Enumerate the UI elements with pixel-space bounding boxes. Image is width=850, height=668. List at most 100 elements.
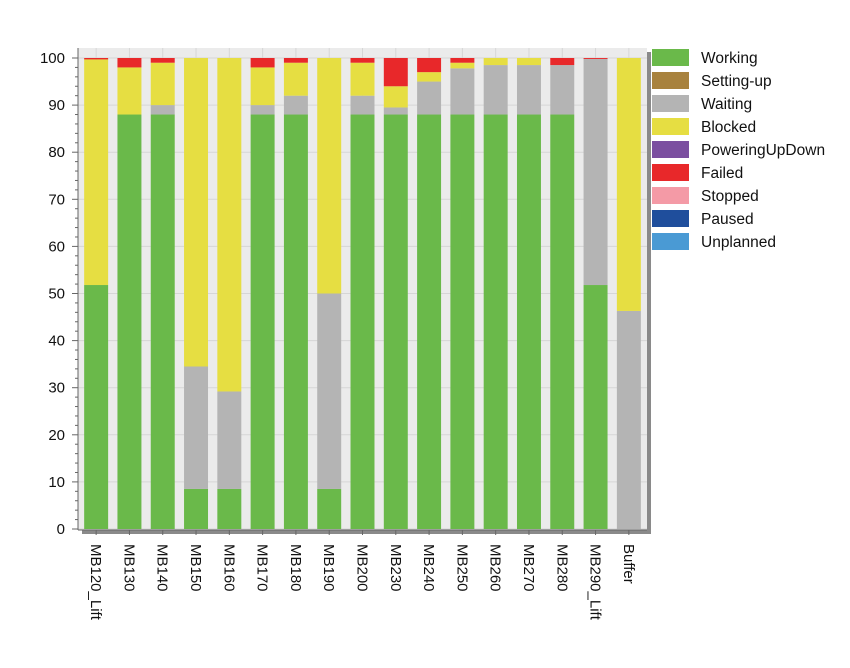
legend-item-setting-up: Setting-up <box>652 72 772 90</box>
bar-group-mb150 <box>184 58 209 529</box>
bar-mb250-working <box>450 114 475 530</box>
bar-mb240-failed <box>417 58 442 73</box>
bar-group-mb280 <box>550 58 575 530</box>
bar-mb190-waiting <box>317 293 342 489</box>
legend-label-poweringupdown: PoweringUpDown <box>701 142 825 159</box>
legend-swatch-blocked <box>652 118 689 135</box>
legend-label-working: Working <box>701 50 758 67</box>
bar-mb150-waiting <box>184 366 209 489</box>
legend-label-failed: Failed <box>701 165 743 182</box>
bar-group-mb160 <box>217 58 242 529</box>
legend-item-blocked: Blocked <box>652 118 756 136</box>
bar-mb290-lift-failed <box>583 58 608 59</box>
x-category-label-mb240: MB240 <box>420 544 437 592</box>
bar-group-mb200 <box>350 58 375 530</box>
x-axis-category-labels: MB120_Lift MB130 MB140 MB150 MB160 MB170 MB180… <box>87 530 637 621</box>
bar-mb160-working <box>217 488 242 529</box>
bar-mb240-waiting <box>417 81 442 115</box>
x-category-label-mb120-lift: MB120_Lift <box>87 544 104 621</box>
y-tick-label-10: 10 <box>48 474 65 491</box>
bar-group-mb120-lift <box>84 58 109 529</box>
bar-mb200-blocked <box>350 62 375 96</box>
bar-mb270-waiting <box>516 65 541 115</box>
legend-item-failed: Failed <box>652 164 743 182</box>
bar-mb170-working <box>250 114 275 530</box>
bar-mb140-waiting <box>150 105 175 115</box>
y-tick-label-20: 20 <box>48 427 65 444</box>
legend-swatch-paused <box>652 210 689 227</box>
bar-mb180-waiting <box>283 95 308 115</box>
legend-label-unplanned: Unplanned <box>701 234 776 251</box>
bar-group-mb170 <box>250 58 275 530</box>
bar-mb140-blocked <box>150 62 175 106</box>
y-tick-label-30: 30 <box>48 380 65 397</box>
bar-mb290-lift-waiting <box>583 58 608 286</box>
y-tick-label-60: 60 <box>48 238 65 255</box>
y-tick-label-70: 70 <box>48 191 65 208</box>
bar-mb140-failed <box>150 58 175 63</box>
bar-mb180-failed <box>283 58 308 63</box>
x-category-label-mb130: MB130 <box>120 544 137 592</box>
bar-mb200-working <box>350 114 375 530</box>
x-category-label-mb140: MB140 <box>154 544 171 592</box>
legend-swatch-failed <box>652 164 689 181</box>
legend-swatch-unplanned <box>652 233 689 250</box>
bar-mb240-working <box>417 114 442 530</box>
bar-mb260-waiting <box>483 65 508 115</box>
bar-mb160-blocked <box>217 58 242 392</box>
bar-mb190-blocked <box>317 58 342 294</box>
bar-group-mb260 <box>483 58 508 530</box>
x-category-label-mb150: MB150 <box>187 544 204 592</box>
bar-group-mb240 <box>417 58 442 530</box>
y-tick-label-90: 90 <box>48 97 65 114</box>
x-category-label-mb160: MB160 <box>220 544 237 592</box>
bar-mb250-waiting <box>450 68 475 115</box>
bar-mb170-blocked <box>250 67 275 106</box>
x-category-label-mb230: MB230 <box>387 544 404 592</box>
legend-label-paused: Paused <box>701 211 754 228</box>
x-category-label-mb190: MB190 <box>320 544 337 592</box>
y-tick-label-50: 50 <box>48 286 65 303</box>
bar-mb200-waiting <box>350 95 375 115</box>
x-category-label-mb270: MB270 <box>520 544 537 592</box>
bar-buffer-waiting <box>616 310 641 529</box>
bar-mb230-waiting <box>383 107 408 115</box>
bar-mb140-working <box>150 114 175 530</box>
y-axis-ticks: 0 10 20 30 40 50 60 70 80 90 100 <box>40 50 78 538</box>
x-category-label-mb290-lift: MB290_Lift <box>587 544 604 621</box>
bar-group-mb190 <box>317 58 342 529</box>
bar-mb280-working <box>550 114 575 530</box>
y-tick-label-80: 80 <box>48 144 65 161</box>
bar-mb240-blocked <box>417 72 442 82</box>
legend-item-stopped: Stopped <box>652 187 759 205</box>
bar-group-mb290-lift <box>583 58 608 529</box>
x-category-label-mb250: MB250 <box>453 544 470 592</box>
bar-mb130-failed <box>117 58 142 68</box>
legend-swatch-waiting <box>652 95 689 112</box>
bar-mb120-lift-working <box>84 285 109 529</box>
y-tick-label-40: 40 <box>48 333 65 350</box>
bar-mb270-blocked <box>516 58 541 66</box>
legend-label-setting-up: Setting-up <box>701 73 772 90</box>
bar-mb170-failed <box>250 58 275 68</box>
x-category-label-mb200: MB200 <box>354 544 371 592</box>
y-tick-label-100: 100 <box>40 50 65 67</box>
legend: Working Setting-up Waiting Blocked PoweringU… <box>652 49 825 251</box>
x-category-label-mb280: MB280 <box>553 544 570 592</box>
legend-item-working: Working <box>652 49 758 67</box>
bar-group-mb250 <box>450 58 475 530</box>
legend-label-blocked: Blocked <box>701 119 756 136</box>
x-category-label-mb260: MB260 <box>487 544 504 592</box>
bar-buffer-blocked <box>616 58 641 311</box>
bar-group-mb180 <box>283 58 308 530</box>
bar-mb130-blocked <box>117 67 142 115</box>
legend-item-unplanned: Unplanned <box>652 233 776 251</box>
x-category-label-mb170: MB170 <box>254 544 271 592</box>
legend-swatch-stopped <box>652 187 689 204</box>
bar-mb120-lift-blocked <box>84 59 109 286</box>
legend-swatch-working <box>652 49 689 66</box>
legend-swatch-poweringupdown <box>652 141 689 158</box>
bar-mb260-blocked <box>483 58 508 66</box>
bar-group-buffer <box>616 58 641 529</box>
